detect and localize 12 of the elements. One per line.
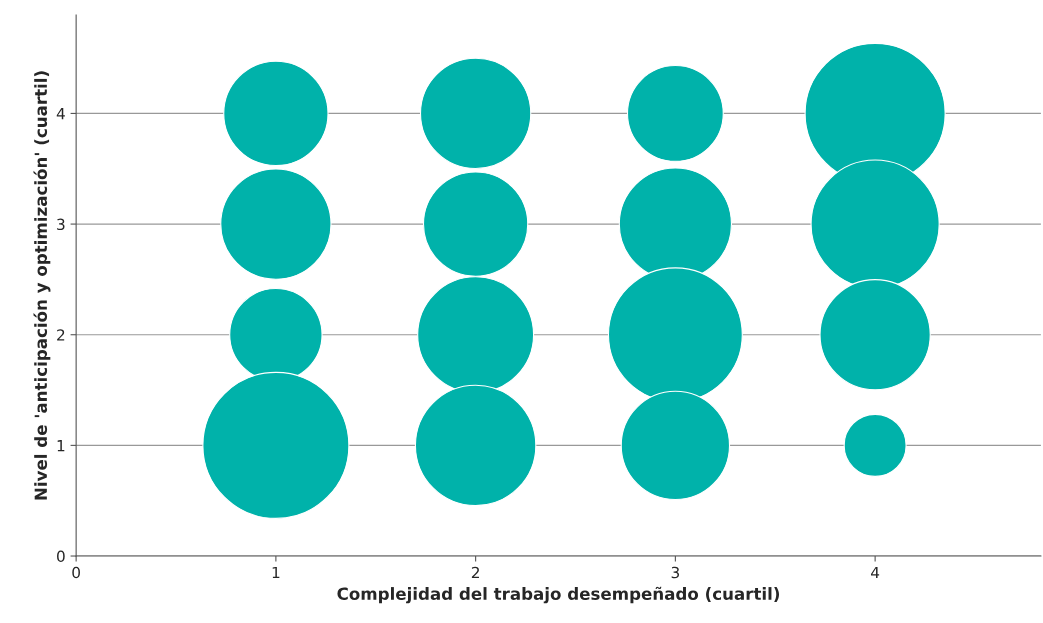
y-tick-label: 4	[56, 108, 65, 120]
x-axis-title: Complejidad del trabajo desempeñado (cuartil)	[337, 586, 780, 604]
x-tick-label: 2	[471, 566, 479, 579]
y-axis-title: Nivel de 'anticipación y optimización' (cuartil)	[33, 71, 51, 500]
y-tick-label: 0	[57, 550, 65, 563]
x-tick-label: 1	[272, 566, 280, 579]
y-tick-label: 3	[57, 218, 65, 231]
x-tick-label: 3	[671, 566, 680, 579]
y-tick-label: 2	[57, 329, 65, 341]
x-tick-label: 4	[871, 566, 880, 579]
y-tick-label: 1	[57, 440, 65, 452]
x-tick-label: 0	[72, 566, 80, 579]
